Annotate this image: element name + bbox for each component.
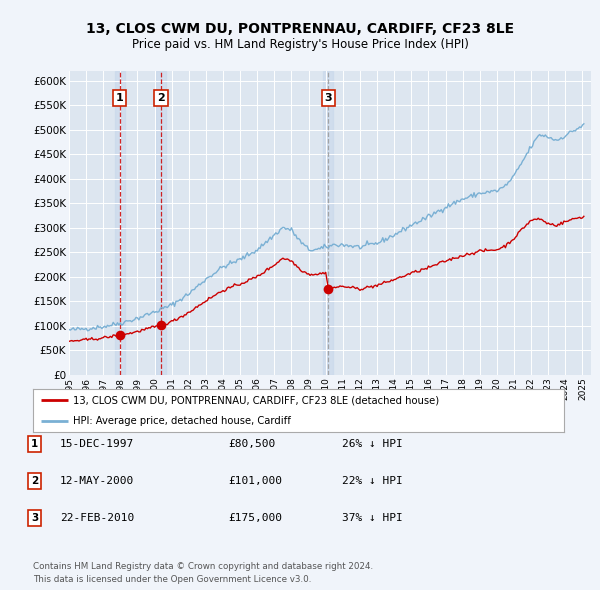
Text: HPI: Average price, detached house, Cardiff: HPI: Average price, detached house, Card… bbox=[73, 417, 290, 426]
Text: 37% ↓ HPI: 37% ↓ HPI bbox=[342, 513, 403, 523]
Text: 22-FEB-2010: 22-FEB-2010 bbox=[60, 513, 134, 523]
Text: 2: 2 bbox=[157, 93, 165, 103]
Text: £101,000: £101,000 bbox=[228, 476, 282, 486]
Text: 3: 3 bbox=[31, 513, 38, 523]
Text: 26% ↓ HPI: 26% ↓ HPI bbox=[342, 439, 403, 448]
Text: Contains HM Land Registry data © Crown copyright and database right 2024.: Contains HM Land Registry data © Crown c… bbox=[33, 562, 373, 571]
Text: This data is licensed under the Open Government Licence v3.0.: This data is licensed under the Open Gov… bbox=[33, 575, 311, 584]
Bar bbox=[323, 71, 333, 375]
Text: 3: 3 bbox=[325, 93, 332, 103]
Text: 1: 1 bbox=[31, 439, 38, 448]
Text: 13, CLOS CWM DU, PONTPRENNAU, CARDIFF, CF23 8LE (detached house): 13, CLOS CWM DU, PONTPRENNAU, CARDIFF, C… bbox=[73, 395, 439, 405]
Text: 15-DEC-1997: 15-DEC-1997 bbox=[60, 439, 134, 448]
Text: 1: 1 bbox=[116, 93, 124, 103]
Text: £175,000: £175,000 bbox=[228, 513, 282, 523]
Text: Price paid vs. HM Land Registry's House Price Index (HPI): Price paid vs. HM Land Registry's House … bbox=[131, 38, 469, 51]
Text: 2: 2 bbox=[31, 476, 38, 486]
Text: 22% ↓ HPI: 22% ↓ HPI bbox=[342, 476, 403, 486]
Text: 13, CLOS CWM DU, PONTPRENNAU, CARDIFF, CF23 8LE: 13, CLOS CWM DU, PONTPRENNAU, CARDIFF, C… bbox=[86, 22, 514, 36]
Text: 12-MAY-2000: 12-MAY-2000 bbox=[60, 476, 134, 486]
Text: £80,500: £80,500 bbox=[228, 439, 275, 448]
Bar bbox=[156, 71, 166, 375]
Bar bbox=[115, 71, 125, 375]
